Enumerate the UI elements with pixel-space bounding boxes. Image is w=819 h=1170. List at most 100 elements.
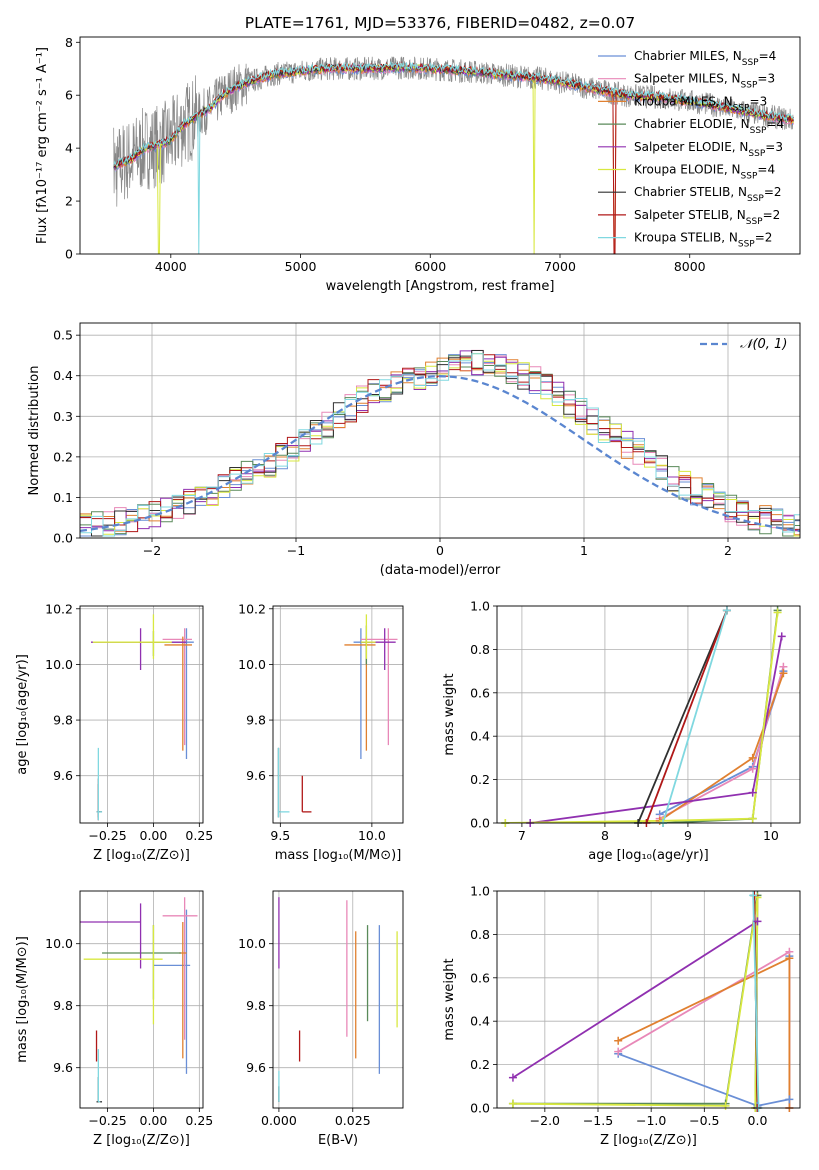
y-tick-label: 0.6 — [470, 685, 490, 700]
y-tick-label: 9.6 — [246, 1060, 266, 1075]
plot-area — [278, 897, 398, 1102]
x-tick-label: 7000 — [544, 259, 576, 274]
y-tick-label: 9.6 — [53, 1060, 73, 1075]
histogram-k_stelib — [80, 353, 800, 537]
weight-marker-k_miles — [614, 1036, 623, 1045]
figure-title: PLATE=1761, MJD=53376, FIBERID=0482, z=0… — [245, 14, 635, 32]
x-axis-label: Z [log₁₀(Z/Z⊙)] — [93, 848, 190, 863]
x-axis-label: age [log₁₀(age/yr)] — [588, 848, 709, 863]
weight-marker-k_elodie — [508, 1099, 517, 1108]
legend-entry: Chabrier STELIB, NSSP=2 — [634, 185, 782, 204]
y-tick-label: 10.0 — [238, 936, 266, 951]
x-tick-label: −1.0 — [636, 1113, 666, 1128]
model-spectrum-k_miles — [113, 64, 794, 254]
y-tick-label: 10.0 — [45, 657, 73, 672]
y-tick-label: 0.0 — [470, 1101, 490, 1116]
weight-line-k_stelib — [752, 895, 760, 1108]
weight-line-s_elodie — [530, 636, 783, 823]
x-tick-label: −1 — [287, 543, 305, 558]
x-tick-label: 9 — [684, 828, 692, 843]
weight-line-k_elodie — [505, 612, 779, 823]
weight-marker-s_miles — [748, 764, 757, 773]
y-tick-label: 0.2 — [470, 772, 490, 787]
x-axis-label: Z [log₁₀(Z/Z⊙)] — [93, 1133, 190, 1148]
axes-frame — [79, 36, 801, 255]
panel-spectrum: 4000 5000 6000 7000 8000 0 2 4 6 8 wavelength [Ang… — [35, 35, 801, 294]
weight-marker-c_miles — [785, 1095, 794, 1104]
weight-marker-k_stelib — [722, 606, 731, 615]
x-axis-label: (data-model)/error — [380, 563, 501, 578]
y-tick-label: 0.1 — [53, 490, 73, 505]
x-tick-label: 0.0 — [748, 1113, 768, 1128]
y-tick-label: 0.3 — [53, 409, 73, 424]
x-axis-label: wavelength [Angstrom, rest frame] — [326, 279, 555, 294]
axes-frame — [496, 890, 801, 1109]
axes-frame — [496, 605, 801, 824]
legend: Chabrier MILES, NSSP=4 Salpeter MILES, NS… — [598, 49, 784, 250]
panel-ebv_mass: 0.000 0.025 9.6 9.8 10.0 E(B-V) — [238, 890, 404, 1148]
plot-area — [113, 56, 794, 254]
weight-marker-k_miles — [785, 954, 794, 963]
y-tick-label: 8 — [65, 35, 73, 50]
x-tick-label: 2 — [724, 543, 732, 558]
x-tick-label: 7 — [518, 828, 526, 843]
x-tick-label: −0.25 — [88, 828, 126, 843]
y-axis-label: mass weight — [442, 958, 457, 1040]
histogram-s_stelib — [80, 354, 800, 533]
legend-entry: Chabrier ELODIE, NSSP=4 — [634, 117, 784, 136]
weight-marker-s_elodie — [748, 788, 757, 797]
plot-area — [512, 895, 791, 1108]
panel-age_weight: 7 8 9 10 0.0 0.2 0.4 0.6 0.8 1.0 age [log₁₀(age/yr… — [442, 599, 801, 863]
x-axis-label: E(B-V) — [318, 1133, 358, 1148]
y-tick-label: 10.2 — [45, 601, 73, 616]
x-tick-label: 6000 — [414, 259, 446, 274]
weight-line-k_miles — [659, 672, 785, 822]
x-tick-label: −0.25 — [88, 1113, 126, 1128]
y-tick-label: 0.0 — [53, 531, 73, 546]
weight-marker-s_miles — [614, 1047, 623, 1056]
x-tick-label: 8 — [601, 828, 609, 843]
x-tick-label: 0.025 — [335, 1113, 371, 1128]
y-tick-label: 10.2 — [238, 601, 266, 616]
y-tick-label: 0.4 — [53, 368, 73, 383]
weight-marker-k_miles — [779, 669, 788, 678]
axes-frame — [79, 322, 801, 539]
x-tick-label: 0.00 — [140, 828, 168, 843]
x-tick-label: −2.0 — [530, 1113, 560, 1128]
legend-entry: Kroupa ELODIE, NSSP=4 — [634, 163, 775, 182]
weight-marker-s_elodie — [753, 917, 762, 926]
weight-line-c_elodie — [512, 895, 759, 1108]
x-tick-label: 1 — [580, 543, 588, 558]
axes-frame — [272, 605, 404, 824]
y-tick-label: 1.0 — [470, 884, 490, 899]
y-axis-label: Flux [fλ10⁻¹⁷ erg cm⁻² s⁻¹ A⁻¹] — [35, 47, 50, 244]
y-tick-label: 0.2 — [53, 449, 73, 464]
x-tick-label: 0.000 — [261, 1113, 297, 1128]
y-tick-label: 0.5 — [53, 328, 73, 343]
legend-entry: Kroupa MILES, NSSP=3 — [634, 94, 767, 113]
weight-marker-s_elodie — [777, 632, 786, 641]
y-tick-label: 0.8 — [470, 642, 490, 657]
weight-line-c_elodie — [505, 610, 779, 823]
legend-entry: Salpeter ELODIE, NSSP=3 — [634, 140, 783, 159]
y-tick-label: 10.0 — [45, 936, 73, 951]
weight-line-k_stelib — [662, 610, 728, 823]
y-tick-label: 0.4 — [470, 1014, 490, 1029]
y-tick-label: 0.4 — [470, 729, 490, 744]
y-tick-label: 9.8 — [246, 998, 266, 1013]
x-tick-label: 0.00 — [140, 1113, 168, 1128]
weight-marker-s_elodie — [508, 1073, 517, 1082]
weight-line-c_stelib — [637, 609, 728, 823]
plot-area — [80, 349, 800, 537]
x-tick-label: 8000 — [674, 259, 706, 274]
weight-line-s_miles — [617, 950, 791, 1108]
panel-z_weight: −2.0 −1.5 −1.0 −0.5 0.0 0.0 0.2 0.4 0.6 0.8 1.0 Z [… — [442, 884, 801, 1148]
y-tick-label: 10.0 — [238, 657, 266, 672]
weight-marker-k_elodie — [721, 1101, 730, 1110]
weight-line-k_elodie — [512, 897, 759, 1108]
axes-frame — [272, 890, 404, 1109]
weight-marker-k_elodie — [748, 814, 757, 823]
y-axis-label: Normed distribution — [27, 366, 42, 496]
axes-frame — [79, 890, 204, 1109]
